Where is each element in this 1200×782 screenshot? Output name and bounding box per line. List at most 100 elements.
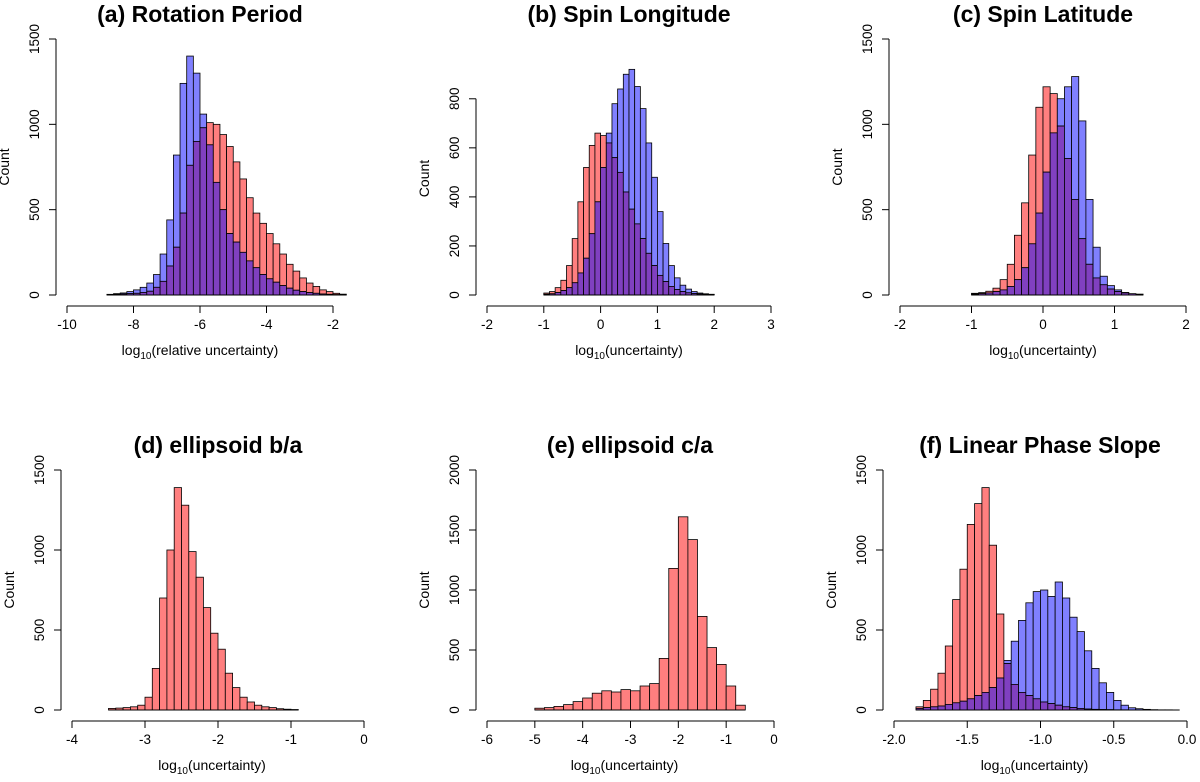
blue-bar [179, 82, 188, 214]
overlap-bar [1099, 284, 1108, 296]
y-tick-label: 1000 [854, 535, 869, 565]
blue-bar [1071, 76, 1080, 200]
red-bar [620, 689, 631, 711]
x-axis: -6 -5 -4 -3 -2 -1 0 [481, 720, 778, 747]
overlap-bar [1014, 279, 1022, 296]
x-tick-label: -4 [260, 317, 272, 332]
overlap-bar [1025, 695, 1034, 711]
x-label-post: (uncertainty) [605, 342, 683, 358]
red-bar [999, 279, 1008, 291]
x-label-pre: log [989, 342, 1008, 358]
x-tick-label: -3 [624, 732, 636, 747]
x-label-post: (uncertainty) [188, 757, 266, 773]
overlap-bar [937, 705, 946, 711]
y-axis: 0 500 1000 1500 [860, 24, 890, 299]
overlap-bar [594, 201, 601, 296]
overlap-bar [974, 695, 983, 711]
x-axis: -4 -3 -2 -1 0 [66, 720, 368, 747]
x-tick-label: 2 [1182, 317, 1190, 332]
x-label-sub: 10 [999, 766, 1011, 777]
x-label-sub: 10 [589, 766, 601, 777]
x-axis: -10 -8 -6 -4 -2 [57, 305, 339, 332]
red-bar [988, 544, 997, 689]
red-bar [299, 277, 307, 292]
red-bar [706, 647, 718, 711]
x-axis-label: log10(uncertainty) [981, 757, 1089, 777]
y-tick-label: 0 [854, 706, 869, 714]
overlap-bar [1028, 243, 1037, 296]
y-axis: 0 200 400 600 800 [447, 88, 477, 299]
x-axis: -2.0 -1.5 -1.0 -0.5 0.0 [882, 720, 1196, 747]
blue-bar [192, 72, 201, 142]
y-tick-label: 500 [32, 619, 47, 642]
x-label-pre: log [122, 342, 141, 358]
blue-bar [1099, 275, 1108, 286]
blue-bar [651, 176, 658, 266]
y-tick-label: 1000 [27, 109, 42, 139]
x-tick-label: -8 [127, 317, 139, 332]
y-tick-label: 400 [447, 186, 462, 209]
red-bar [601, 690, 612, 711]
bars [971, 76, 1144, 296]
red-bar [725, 685, 737, 711]
x-tick-label: 2 [710, 317, 718, 332]
x-axis-label: log10(uncertainty) [158, 757, 266, 777]
x-tick-label: -2 [481, 317, 493, 332]
red-bar [959, 568, 968, 702]
overlap-bar [166, 265, 174, 296]
panel-e: (e) ellipsoid c/a -6 -5 -4 -3 -2 -1 0 log10(unce… [416, 432, 778, 777]
x-tick-label: -1 [720, 732, 732, 747]
red-bar [981, 487, 990, 693]
red-bar [272, 243, 281, 283]
blue-bar [662, 243, 670, 282]
overlap-bar [1042, 171, 1051, 296]
y-tick-label: 0 [447, 706, 462, 714]
y-tick-label: 500 [860, 198, 875, 221]
y-axis: 0 500 1000 1500 [854, 455, 884, 714]
y-tick-label: 1500 [860, 24, 875, 54]
red-bar [553, 706, 564, 711]
overlap-bar [1085, 263, 1094, 296]
red-bar [571, 238, 579, 284]
y-tick-label: 600 [447, 137, 462, 160]
red-bar [1035, 106, 1044, 214]
red-bar [630, 690, 641, 711]
panel-title: (c) Spin Latitude [953, 1, 1133, 27]
red-bar [305, 282, 314, 294]
x-tick-label: -0.5 [1102, 732, 1125, 747]
blue-bar [1085, 199, 1094, 265]
y-axis-label: Count [416, 160, 432, 197]
red-bar [554, 287, 562, 293]
x-tick-label: -2 [327, 317, 339, 332]
overlap-bar [226, 233, 234, 296]
overlap-bar [1056, 125, 1065, 296]
y-axis-label: Count [416, 571, 432, 608]
y-axis-label: Count [829, 148, 845, 185]
x-tick-label: 0 [770, 732, 778, 747]
red-bar [226, 146, 234, 234]
blue-bar [668, 265, 675, 287]
panel-title: (e) ellipsoid c/a [547, 432, 713, 458]
blue-bar [622, 73, 630, 193]
red-bar [239, 178, 247, 253]
x-label-pre: log [571, 757, 590, 773]
blue-bar [628, 68, 636, 210]
red-bar [922, 700, 932, 709]
red-bar [1021, 202, 1030, 269]
red-bar [735, 704, 746, 711]
red-bar [246, 701, 255, 711]
y-tick-label: 800 [447, 88, 462, 111]
panel-a: (a) Rotation Period -10 -8 -6 -4 -2 log10(rela… [0, 1, 347, 362]
x-tick-label: -5 [529, 732, 541, 747]
x-axis-label: log10(relative uncertainty) [122, 342, 279, 362]
overlap-bar [668, 286, 675, 296]
red-bar [312, 286, 321, 294]
blue-bar [166, 219, 174, 267]
overlap-bar [628, 208, 636, 296]
x-axis-label: log10(uncertainty) [989, 342, 1097, 362]
overlap-bar [966, 698, 975, 711]
panel-f: (f) Linear Phase Slope -2.0 -1.5 -1.0 -0.5 0.… [823, 432, 1196, 777]
red-bar [259, 222, 267, 275]
panel-b: (b) Spin Longitude -2 -1 0 1 2 3 log10(uncertai… [416, 1, 775, 362]
